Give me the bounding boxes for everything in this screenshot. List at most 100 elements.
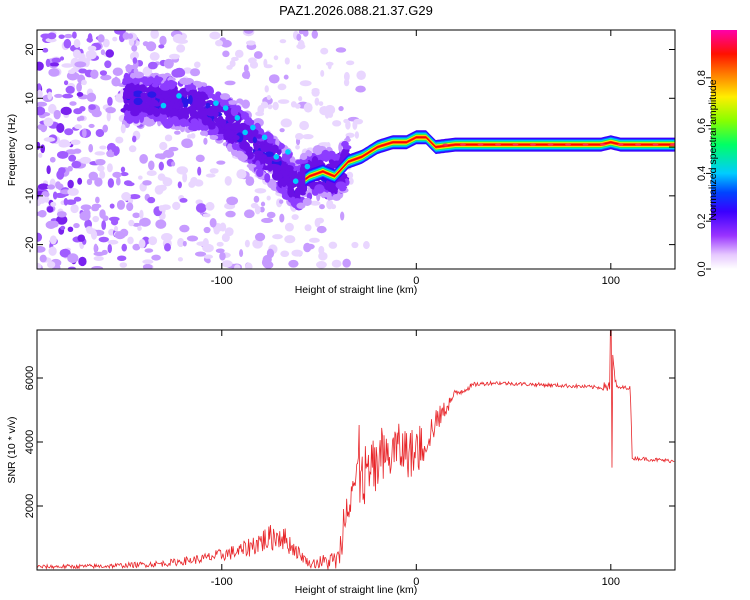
- spectral-cell: [64, 128, 74, 136]
- spectral-cell: [151, 254, 161, 261]
- spectral-cell: [205, 89, 211, 95]
- spectral-cell: [266, 138, 277, 144]
- spectral-cell: [186, 235, 199, 242]
- spectral-cell: [282, 152, 293, 160]
- spectral-cell: [148, 236, 158, 246]
- spectral-cell: [272, 101, 279, 111]
- spectral-cell: [171, 161, 176, 167]
- x-tick-label: 0: [413, 576, 419, 588]
- spectral-cell: [95, 158, 106, 166]
- spectral-cell: [219, 222, 227, 232]
- spectral-cell: [213, 226, 220, 235]
- spectral-cell: [99, 70, 108, 76]
- spectral-cell: [291, 249, 303, 257]
- spectral-cell: [73, 196, 82, 202]
- spectral-cell: [113, 76, 119, 87]
- spectral-cell: [73, 38, 81, 49]
- spectral-cell: [116, 199, 126, 210]
- spectral-cell: [169, 109, 179, 118]
- spectral-cell: [197, 166, 202, 176]
- spectral-cell: [229, 59, 236, 68]
- spectral-cell: [255, 160, 261, 170]
- spectral-cell: [152, 107, 161, 117]
- spectral-cell: [234, 49, 244, 58]
- spectral-cell: [144, 248, 154, 253]
- spectral-cell: [309, 200, 321, 206]
- spectral-cell: [205, 258, 211, 264]
- spectral-cell: [260, 101, 269, 109]
- spectral-cell: [105, 49, 115, 58]
- spectral-cell: [40, 144, 46, 154]
- ridge-core-dot: [600, 143, 607, 146]
- spectral-cell: [58, 167, 66, 174]
- y-tick-label: 20: [24, 43, 36, 55]
- spectral-cell: [306, 243, 315, 250]
- snr-series: [37, 330, 675, 570]
- spectral-cell: [74, 61, 87, 68]
- spectral-cell: [182, 78, 191, 86]
- spectral-cell: [132, 212, 141, 219]
- spectral-cell: [299, 120, 310, 131]
- colorbar: 0.0 0.2 0.4 0.6 0.8 Normalized spectral ampl…: [696, 30, 737, 277]
- spectral-cell: [86, 92, 97, 103]
- spectral-cell: [48, 246, 57, 256]
- spectral-cell: [229, 124, 237, 130]
- spectral-cell: [287, 187, 295, 198]
- spectral-cell: [318, 245, 325, 255]
- spectral-cell: [138, 175, 143, 180]
- colorbar-tick-label: 0.0: [696, 261, 708, 276]
- spectral-cell: [335, 181, 347, 189]
- spectral-cell: [332, 120, 342, 127]
- spectral-cell: [190, 107, 196, 115]
- spectral-cell: [68, 69, 76, 74]
- spectral-cell: [125, 64, 132, 73]
- spectral-cell: [243, 209, 255, 219]
- spectral-cell: [86, 37, 93, 43]
- spectral-cell: [296, 202, 306, 209]
- spectral-cell: [245, 40, 256, 46]
- spectral-cell: [102, 38, 110, 48]
- spectral-cell: [328, 159, 335, 164]
- spectral-cell: [121, 192, 131, 201]
- spectral-cell: [345, 135, 350, 142]
- spectral-cell: [351, 241, 359, 249]
- spectral-cell: [342, 258, 351, 268]
- spectral-cell: [224, 227, 234, 237]
- spectral-cell: [190, 123, 199, 132]
- spectral-cell: [49, 156, 56, 163]
- spectral-cell: [290, 101, 297, 108]
- spectral-cell: [268, 74, 280, 84]
- spectral-cell: [176, 44, 186, 53]
- spectral-cell: [67, 253, 79, 264]
- spectral-cell: [253, 51, 263, 59]
- colorbar-label: Normalized spectral amplitude: [707, 79, 719, 220]
- spectral-cell: [215, 39, 223, 47]
- spectral-cell: [127, 33, 134, 39]
- spectral-cell: [37, 101, 48, 107]
- spectral-cell: [182, 172, 188, 183]
- spectral-cell: [42, 47, 49, 53]
- spectral-cell: [338, 106, 344, 112]
- spectral-cell: [105, 106, 116, 114]
- spectral-cell: [38, 152, 43, 158]
- spectral-cell: [139, 153, 148, 164]
- spectral-cell: [220, 93, 231, 101]
- spectral-cell: [335, 47, 347, 53]
- spectral-cell: [319, 204, 325, 210]
- spectral-cell: [209, 88, 214, 95]
- spectral-cell: [132, 57, 138, 64]
- spectral-cell: [130, 108, 140, 117]
- spectral-cell: [295, 159, 304, 165]
- spectral-cell: [161, 233, 173, 242]
- spectral-cell: [60, 225, 66, 231]
- spectral-peak: [176, 93, 182, 99]
- x-tick-label: -100: [211, 576, 233, 588]
- spectral-cell: [277, 99, 290, 104]
- spectral-cell: [47, 261, 56, 269]
- spectral-cell: [144, 120, 156, 126]
- spectral-cell: [190, 118, 199, 125]
- spectral-cell: [142, 259, 154, 265]
- spectral-cell: [296, 64, 302, 70]
- ridge-core-dot: [652, 143, 659, 146]
- spectral-cell: [51, 57, 62, 63]
